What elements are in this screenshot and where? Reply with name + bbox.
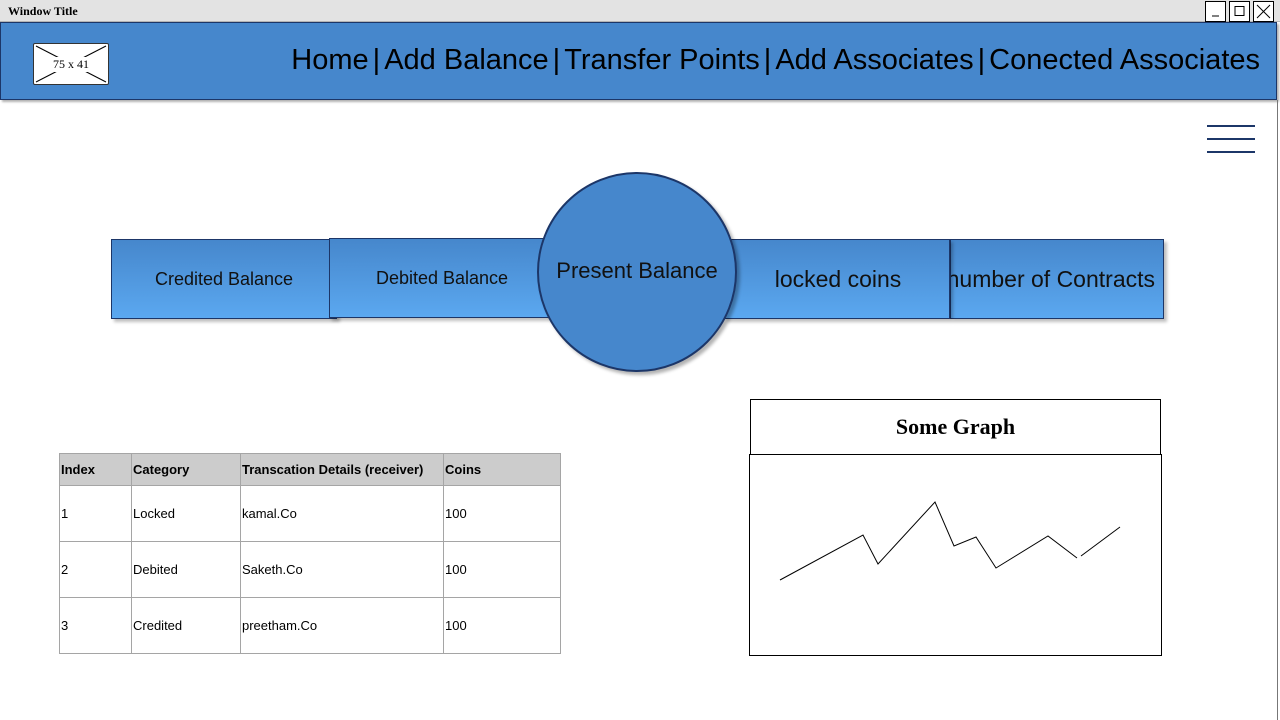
table-row[interactable]: 3 Credited preetham.Co 100 (59, 597, 561, 654)
locked-coins-label: locked coins (774, 265, 902, 292)
cell-coins: 100 (443, 541, 561, 598)
nav-home[interactable]: Home (291, 44, 369, 76)
contracts-card[interactable]: number of Contracts (950, 239, 1164, 319)
graph-line (779, 501, 1078, 581)
nav-connected-associates[interactable]: Conected Associates (989, 44, 1260, 76)
contracts-label: number of Contracts (950, 265, 1155, 292)
cell-coins: 100 (443, 485, 561, 542)
nav-separator: | (977, 44, 986, 76)
maximize-icon (1234, 6, 1245, 16)
nav-add-associates[interactable]: Add Associates (775, 44, 974, 76)
minimize-icon (1212, 15, 1219, 17)
page-right-border (1277, 100, 1278, 720)
cell-details: preetham.Co (240, 597, 444, 654)
close-button[interactable] (1253, 1, 1274, 22)
credited-balance-label: Credited Balance (154, 268, 294, 289)
nav-transfer-points[interactable]: Transfer Points (564, 44, 760, 76)
window-title: Window Title (8, 4, 78, 18)
cell-index: 2 (59, 541, 132, 598)
cell-category: Locked (131, 485, 241, 542)
nav-separator: | (763, 44, 772, 76)
logo-placeholder: 75 x 41 (33, 43, 109, 85)
cell-details: kamal.Co (240, 485, 444, 542)
column-header-index: Index (59, 453, 132, 486)
maximize-button[interactable] (1229, 1, 1250, 22)
graph-title: Some Graph (895, 414, 1016, 439)
minimize-button[interactable] (1205, 1, 1226, 22)
cell-index: 1 (59, 485, 132, 542)
locked-coins-card[interactable]: locked coins (724, 239, 950, 319)
debited-balance-card[interactable]: Debited Balance (329, 238, 555, 318)
nav-add-balance[interactable]: Add Balance (384, 44, 549, 76)
transactions-table: Index Category Transcation Details (rece… (59, 453, 561, 654)
cell-category: Credited (131, 597, 241, 654)
main-nav: Home | Add Balance | Transfer Points | Add Ass… (291, 44, 1260, 77)
column-header-coins: Coins (443, 453, 561, 486)
table-row[interactable]: 1 Locked kamal.Co 100 (59, 485, 561, 542)
logo-placeholder-label: 75 x 41 (52, 57, 90, 72)
hamburger-menu-icon[interactable] (1207, 125, 1255, 155)
table-row[interactable]: 2 Debited Saketh.Co 100 (59, 541, 561, 598)
graph-sketch (779, 501, 1121, 581)
nav-separator: | (552, 44, 561, 76)
close-icon (1256, 4, 1271, 19)
column-header-category: Category (131, 453, 241, 486)
column-header-details: Transcation Details (receiver) (240, 453, 444, 486)
nav-separator: | (372, 44, 381, 76)
present-balance-circle[interactable]: Present Balance (537, 172, 737, 372)
credited-balance-card[interactable]: Credited Balance (111, 239, 337, 319)
table-header-row: Index Category Transcation Details (rece… (59, 453, 561, 486)
window-titlebar: Window Title (0, 0, 1280, 22)
cell-coins: 100 (443, 597, 561, 654)
debited-balance-label: Debited Balance (375, 267, 509, 288)
app-header: 75 x 41 Home | Add Balance | Transfer Points… (0, 22, 1277, 100)
graph-line-segment (1080, 526, 1121, 557)
graph-title-box: Some Graph (750, 399, 1161, 455)
cell-index: 3 (59, 597, 132, 654)
cell-details: Saketh.Co (240, 541, 444, 598)
present-balance-label: Present Balance (556, 258, 718, 283)
graph-area (749, 454, 1162, 656)
cell-category: Debited (131, 541, 241, 598)
